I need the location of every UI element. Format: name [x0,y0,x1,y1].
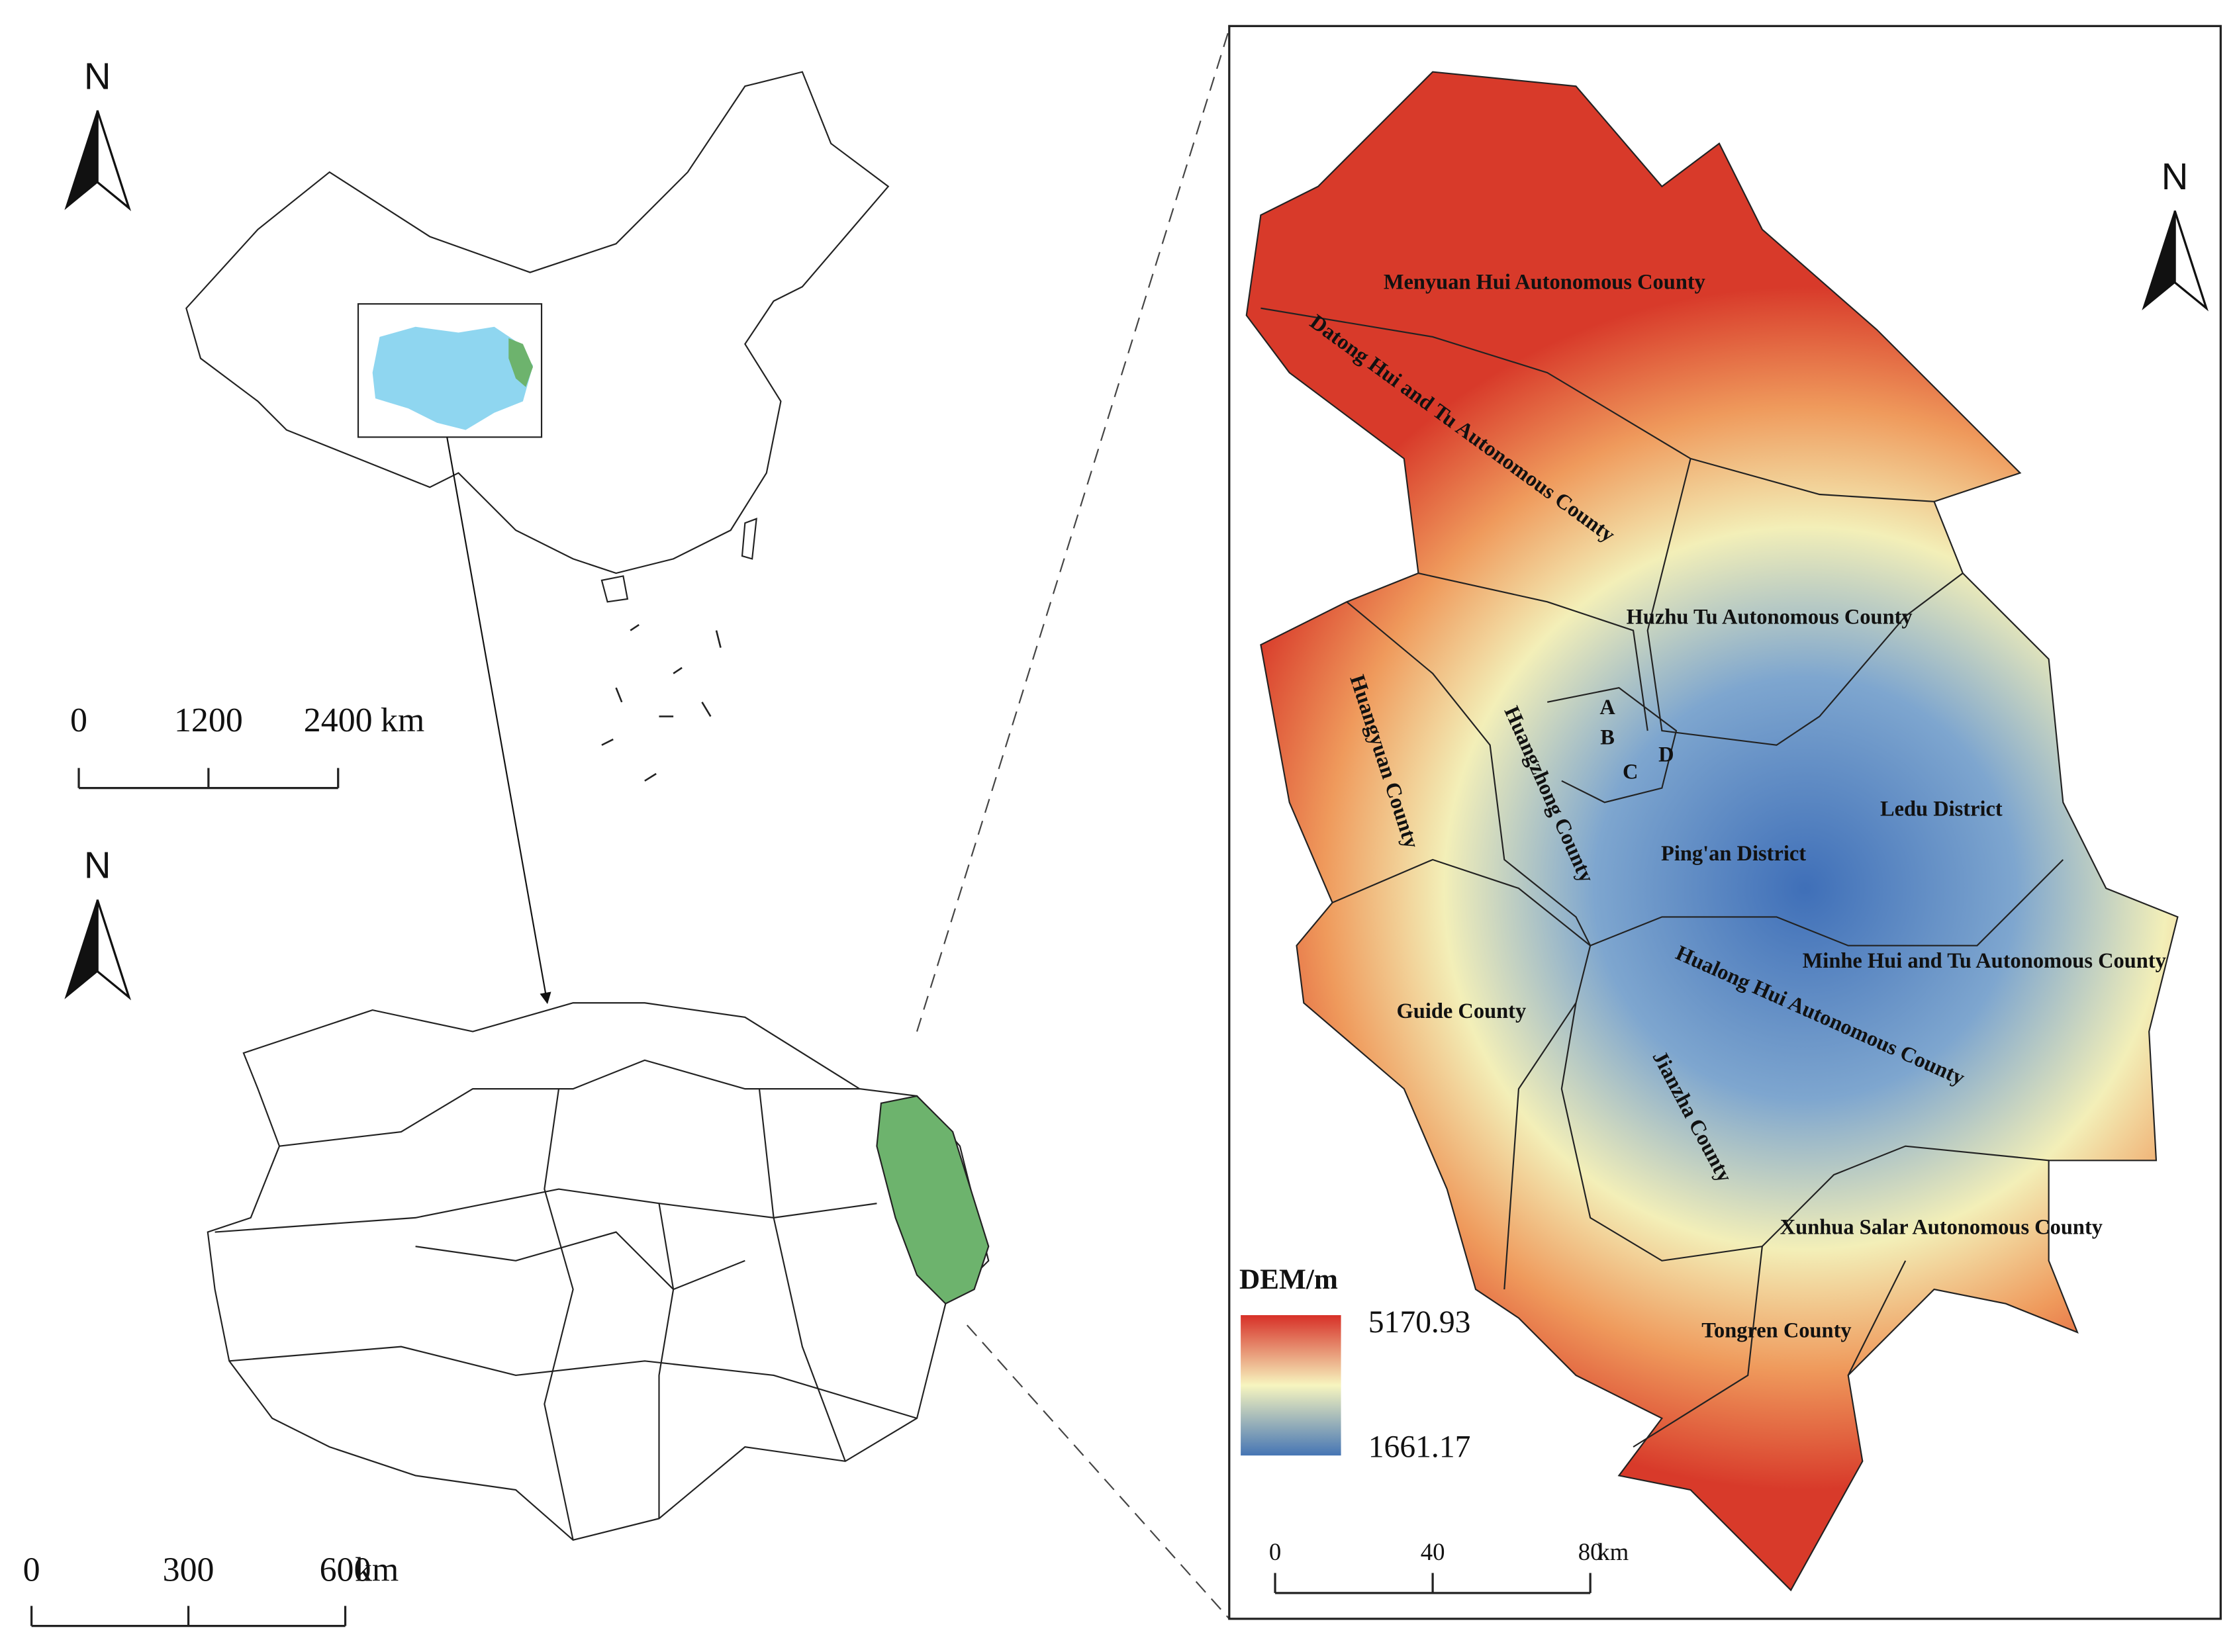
scale-label: 2400 [304,702,373,739]
county-label: Huzhu Tu Autonomous County [1627,606,1913,629]
south-sea-islands [601,623,722,782]
county-label: Tongren County [1701,1318,1851,1342]
county-label: Ping'an District [1661,842,1806,866]
scale-label: 600 [320,1551,371,1589]
hainan [600,575,629,603]
north-arrow-right [2173,210,2209,312]
county-label: Guide County [1397,999,1527,1023]
scale-unit: km [1597,1538,1629,1565]
pointer-arrow [446,437,551,1004]
study-area-inset [508,338,534,387]
legend-max: 5170.93 [1368,1305,1471,1340]
north-arrow-left [2142,210,2176,310]
north-label: N [2162,156,2189,197]
taiwan [741,518,757,560]
study-area-highlight [876,1095,990,1305]
qinghai-outline [207,1002,990,1541]
scale-label: 0 [23,1551,40,1589]
scale-label: 0 [1269,1538,1281,1565]
dem-terrain [1245,71,2179,1592]
north-arrow-right [96,110,132,211]
county-boundaries [1260,307,2064,1448]
district-label: B [1600,726,1615,750]
study-frame [1228,24,2222,1620]
county-label: Menyuan Hui Autonomous County [1384,270,1705,294]
zoom-line [966,1324,1230,1620]
scale-label: 0 [70,702,87,739]
scale-label: 40 [1421,1538,1445,1565]
north-arrow-left [64,110,99,210]
legend-title: DEM/m [1239,1263,1338,1295]
county-label: Xunhua Salar Autonomous County [1780,1216,2103,1240]
legend-min: 1661.17 [1368,1430,1471,1464]
qinghai-inset [372,326,534,430]
county-label: Minhe Hui and Tu Autonomous County [1803,949,2166,973]
north-label: N [84,55,111,97]
county-label: Ledu District [1880,798,2003,821]
scale-label: 300 [163,1551,214,1589]
north-arrow-left [64,899,99,999]
scale-unit: km [381,702,424,739]
qinghai-boundaries [214,1059,918,1541]
district-label: C [1623,760,1638,784]
north-arrow-right [96,899,132,1001]
scale-label: 1200 [174,702,243,739]
legend-ramp [1241,1315,1341,1456]
zoom-line [916,28,1230,1032]
inset-box [357,303,543,438]
district-label: D [1658,743,1674,766]
district-label: A [1599,696,1615,719]
scale-label: 80 [1578,1538,1603,1565]
china-outline [185,71,890,574]
scale-unit: km [355,1551,399,1589]
north-label: N [84,845,111,886]
